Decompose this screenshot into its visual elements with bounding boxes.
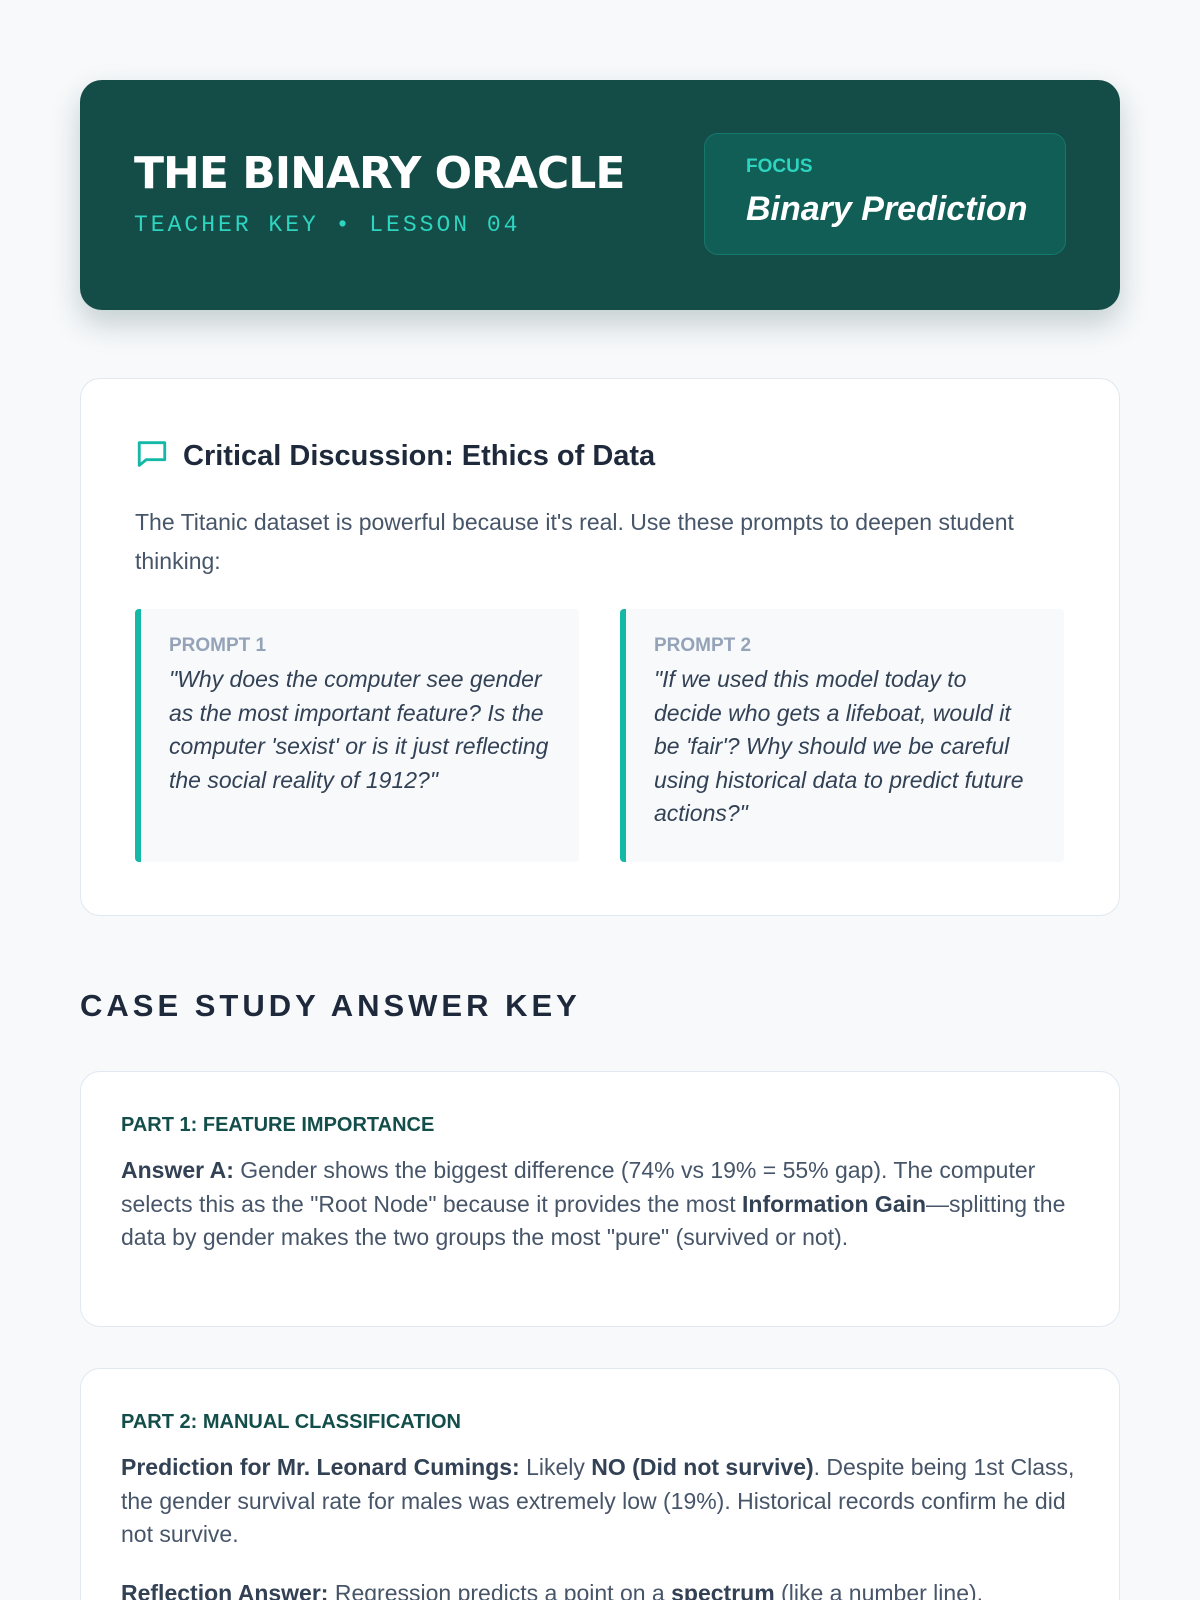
answer-card-part-1: PART 1: FEATURE IMPORTANCE Answer A: Gen… (80, 1071, 1120, 1327)
prompt-card: PROMPT 2 "If we used this model today to… (620, 609, 1064, 862)
prompt-label: PROMPT 2 (654, 635, 752, 656)
text: (like a number line). (774, 1580, 984, 1600)
focus-value: Binary Prediction (746, 190, 1028, 228)
prompt-text: "If we used this model today to decide w… (654, 666, 1024, 826)
bold-text: Information Gain (742, 1190, 927, 1217)
bold-text: Prediction for Mr. Leonard Cumings: (121, 1454, 520, 1480)
text: . Despite being 1st Class, the gender su… (121, 1454, 1075, 1547)
answer-paragraph: Answer A: Gender shows the biggest diffe… (121, 1154, 1081, 1255)
bold-text: NO (Did not survive) (591, 1454, 814, 1480)
discussion-card: Critical Discussion: Ethics of Data The … (80, 378, 1120, 916)
chat-bubble-icon (135, 437, 169, 476)
prompt-label: PROMPT 1 (169, 635, 267, 656)
text: Gender shows the biggest difference (74%… (121, 1157, 1036, 1217)
answer-paragraph: Prediction for Mr. Leonard Cumings: Like… (121, 1451, 1081, 1552)
part-label: PART 1: FEATURE IMPORTANCE (121, 1114, 435, 1136)
discussion-title: Critical Discussion: Ethics of Data (183, 440, 656, 472)
prompt-card: PROMPT 1 "Why does the computer see gend… (135, 609, 579, 862)
text: Likely (519, 1454, 592, 1480)
page-title: THE BINARY ORACLE (134, 148, 625, 199)
bold-text: Answer A: (121, 1157, 234, 1183)
lesson-subtitle: TEACHER KEY • LESSON 04 (134, 212, 521, 238)
discussion-intro: The Titanic dataset is powerful because … (135, 509, 1014, 574)
focus-box: FOCUS Binary Prediction (704, 133, 1066, 255)
focus-label: FOCUS (746, 156, 813, 177)
prompt-text: "Why does the computer see gender as the… (169, 666, 549, 793)
lesson-header: THE BINARY ORACLE TEACHER KEY • LESSON 0… (80, 80, 1120, 310)
answer-key-heading: CASE STUDY ANSWER KEY (80, 988, 581, 1023)
answer-paragraph: Reflection Answer: Regression predicts a… (121, 1577, 1081, 1600)
bold-text: spectrum (671, 1580, 775, 1600)
text: Regression predicts a point on a (328, 1580, 672, 1600)
answer-card-part-2: PART 2: MANUAL CLASSIFICATION Prediction… (80, 1368, 1120, 1600)
part-label: PART 2: MANUAL CLASSIFICATION (121, 1411, 461, 1433)
text: —splitting the data by gender makes the … (121, 1190, 1066, 1251)
bold-text: Reflection Answer: (121, 1580, 329, 1600)
